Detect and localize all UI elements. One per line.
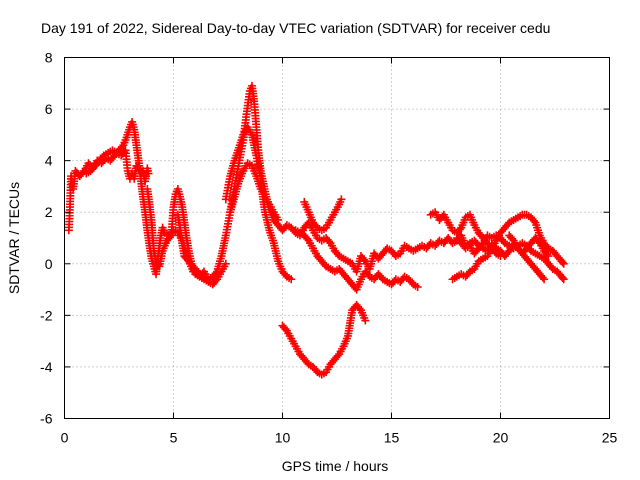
- data-point: [274, 215, 283, 224]
- data-point: [120, 148, 129, 157]
- series-track-negative-dip: [278, 301, 370, 379]
- data-point: [508, 234, 517, 243]
- x-tick-label: 25: [602, 430, 618, 446]
- series-track-morning-dip: [173, 210, 230, 289]
- data-point: [337, 195, 346, 204]
- data-point: [144, 169, 153, 178]
- data-point: [413, 282, 422, 291]
- data-point: [529, 216, 538, 225]
- y-tick-label: 4: [45, 153, 53, 169]
- series-track-peak-shoulder: [226, 159, 283, 224]
- data-point: [211, 276, 220, 285]
- data-point: [496, 252, 505, 261]
- data-point: [558, 273, 567, 282]
- data-point: [355, 304, 364, 313]
- data-point: [544, 252, 553, 261]
- y-tick-label: 0: [45, 256, 53, 272]
- x-tick-labels: 0 5 10 15 20 25: [61, 430, 618, 446]
- x-tick-label: 5: [170, 430, 178, 446]
- y-tick-label: 6: [45, 101, 53, 117]
- data-point: [361, 316, 370, 325]
- series-track-afternoon-c: [448, 210, 568, 284]
- data-point: [540, 275, 549, 284]
- plot-frame: [64, 57, 610, 419]
- data-point: [189, 263, 198, 272]
- data-points: [64, 81, 568, 379]
- chart-title: Day 191 of 2022, Sidereal Day-to-day VTE…: [41, 20, 550, 36]
- data-point: [559, 275, 568, 284]
- data-point: [359, 255, 368, 264]
- data-point: [559, 259, 568, 268]
- data-point: [558, 258, 567, 267]
- y-tick-label: -4: [40, 359, 53, 375]
- data-point: [477, 240, 486, 249]
- y-tick-label: -6: [40, 411, 53, 427]
- data-point: [534, 237, 543, 246]
- y-tick-label: -2: [40, 307, 53, 323]
- data-point: [455, 225, 464, 234]
- data-point: [303, 234, 312, 243]
- series-track-afternoon-a: [426, 208, 505, 261]
- series-track-afternoon-d: [505, 231, 553, 261]
- y-tick-label: 8: [45, 50, 53, 66]
- x-tick-label: 20: [493, 430, 509, 446]
- x-tick-label: 15: [384, 430, 400, 446]
- data-point: [287, 275, 296, 284]
- y-tick-label: 2: [45, 204, 53, 220]
- series-track-midday-fall: [291, 226, 422, 294]
- y-axis-label: SDTVAR / TECUs: [6, 182, 22, 294]
- x-axis-label: GPS time / hours: [282, 458, 389, 474]
- data-point: [165, 233, 174, 242]
- data-point: [325, 237, 334, 246]
- data-point: [333, 351, 342, 360]
- y-tick-labels: -6 -4 -2 0 2 4 6 8: [40, 50, 53, 427]
- data-point: [543, 250, 552, 259]
- x-tick-label: 0: [61, 430, 69, 446]
- series-track-midday-rise: [300, 195, 346, 235]
- axis-ticks: [64, 57, 610, 419]
- series-track-early-upper: [82, 146, 153, 186]
- x-tick-label: 10: [275, 430, 291, 446]
- data-point: [221, 259, 230, 268]
- data-point: [281, 325, 290, 334]
- data-point: [538, 273, 547, 282]
